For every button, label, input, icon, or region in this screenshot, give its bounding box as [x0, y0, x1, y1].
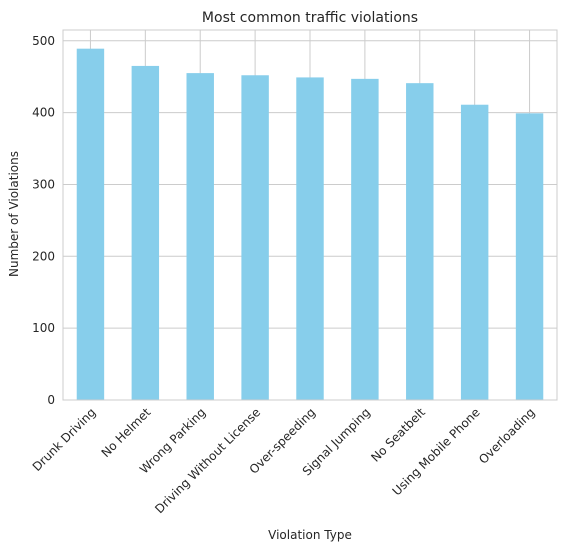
- x-tick-label: No Helmet: [99, 405, 154, 460]
- y-axis-label: Number of Violations: [7, 151, 21, 277]
- x-tick-label: No Seatbelt: [368, 405, 428, 465]
- x-tick-label: Overloading: [476, 405, 538, 467]
- y-tick-label: 500: [32, 34, 55, 48]
- y-tick-labels: 0 100 200 300 400 500: [32, 34, 55, 407]
- bar: [296, 77, 324, 400]
- x-axis-label: Violation Type: [268, 528, 352, 542]
- plot-frame: [62, 29, 558, 401]
- bar: [186, 73, 214, 400]
- y-tick-label: 100: [32, 321, 55, 335]
- bar: [351, 78, 379, 400]
- x-tick-label: Driving Without License: [152, 405, 263, 516]
- y-tick-label: 400: [32, 106, 55, 120]
- bar: [131, 65, 160, 400]
- bar: [76, 48, 105, 400]
- bar: [515, 113, 544, 400]
- x-tick-label: Drunk Driving: [30, 405, 99, 474]
- y-tick-label: 0: [47, 393, 55, 407]
- chart-title: Most common traffic violations: [202, 10, 418, 26]
- y-tick-label: 300: [32, 177, 55, 191]
- bar: [460, 104, 489, 400]
- bar: [241, 75, 269, 400]
- bar: [406, 83, 434, 401]
- bars: [76, 48, 544, 401]
- y-tick-label: 200: [32, 249, 55, 263]
